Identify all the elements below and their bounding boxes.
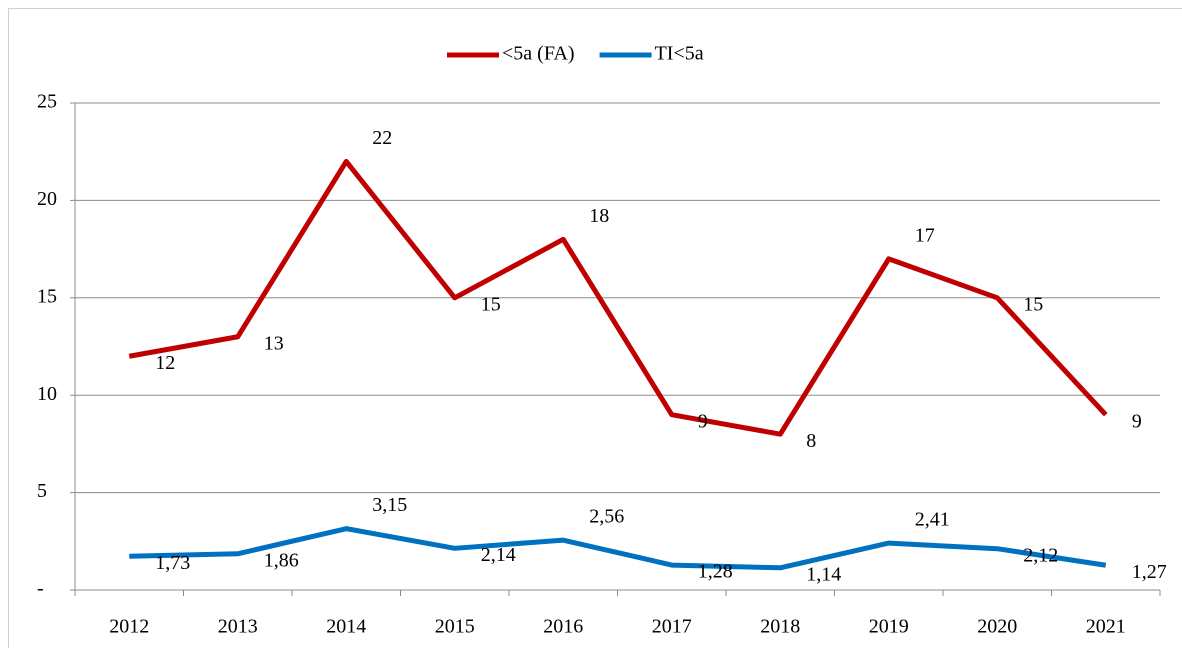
x-tick-label: 2018 (760, 616, 800, 638)
x-tick-label: 2014 (326, 616, 366, 638)
y-tick-label: - (37, 578, 44, 600)
series-line (129, 526, 1107, 571)
data-label: 1,73 (155, 552, 190, 574)
x-tick-label: 2012 (109, 616, 149, 638)
data-label: 13 (264, 332, 284, 354)
data-label: 15 (1023, 293, 1043, 315)
data-label: 2,41 (915, 509, 950, 531)
data-label: 1,14 (806, 563, 841, 585)
data-label: 1,27 (1132, 561, 1167, 583)
x-tick-label: 2020 (977, 616, 1017, 638)
data-label: 18 (589, 205, 609, 227)
y-tick-label: 10 (37, 383, 57, 405)
legend-label: TI<5a (655, 43, 704, 65)
data-label: 1,28 (698, 561, 733, 583)
data-label: 2,12 (1023, 544, 1058, 566)
legend-label: <5a (FA) (502, 43, 575, 65)
y-tick-label: 20 (37, 188, 57, 210)
data-label: 3,15 (372, 494, 407, 516)
y-tick-label: 5 (37, 480, 47, 502)
x-tick-label: 2019 (869, 616, 909, 638)
x-tick-label: 2016 (543, 616, 583, 638)
x-tick-label: 2015 (435, 616, 475, 638)
x-tick-label: 2013 (218, 616, 258, 638)
data-label: 15 (481, 293, 501, 315)
data-label: 9 (698, 410, 708, 432)
data-label: 1,86 (264, 549, 299, 571)
data-label: 17 (915, 224, 935, 246)
data-label: 2,14 (481, 544, 516, 566)
data-label: 8 (806, 430, 816, 452)
data-label: 9 (1132, 410, 1142, 432)
data-label: 2,56 (589, 506, 624, 528)
y-tick-label: 15 (37, 285, 57, 307)
x-tick-label: 2017 (652, 616, 692, 638)
x-tick-label: 2021 (1086, 616, 1126, 638)
data-label: 22 (372, 127, 392, 149)
y-tick-label: 25 (37, 91, 57, 113)
series-line (128, 158, 1108, 437)
data-label: 12 (155, 352, 175, 374)
chart-border (8, 8, 1182, 648)
